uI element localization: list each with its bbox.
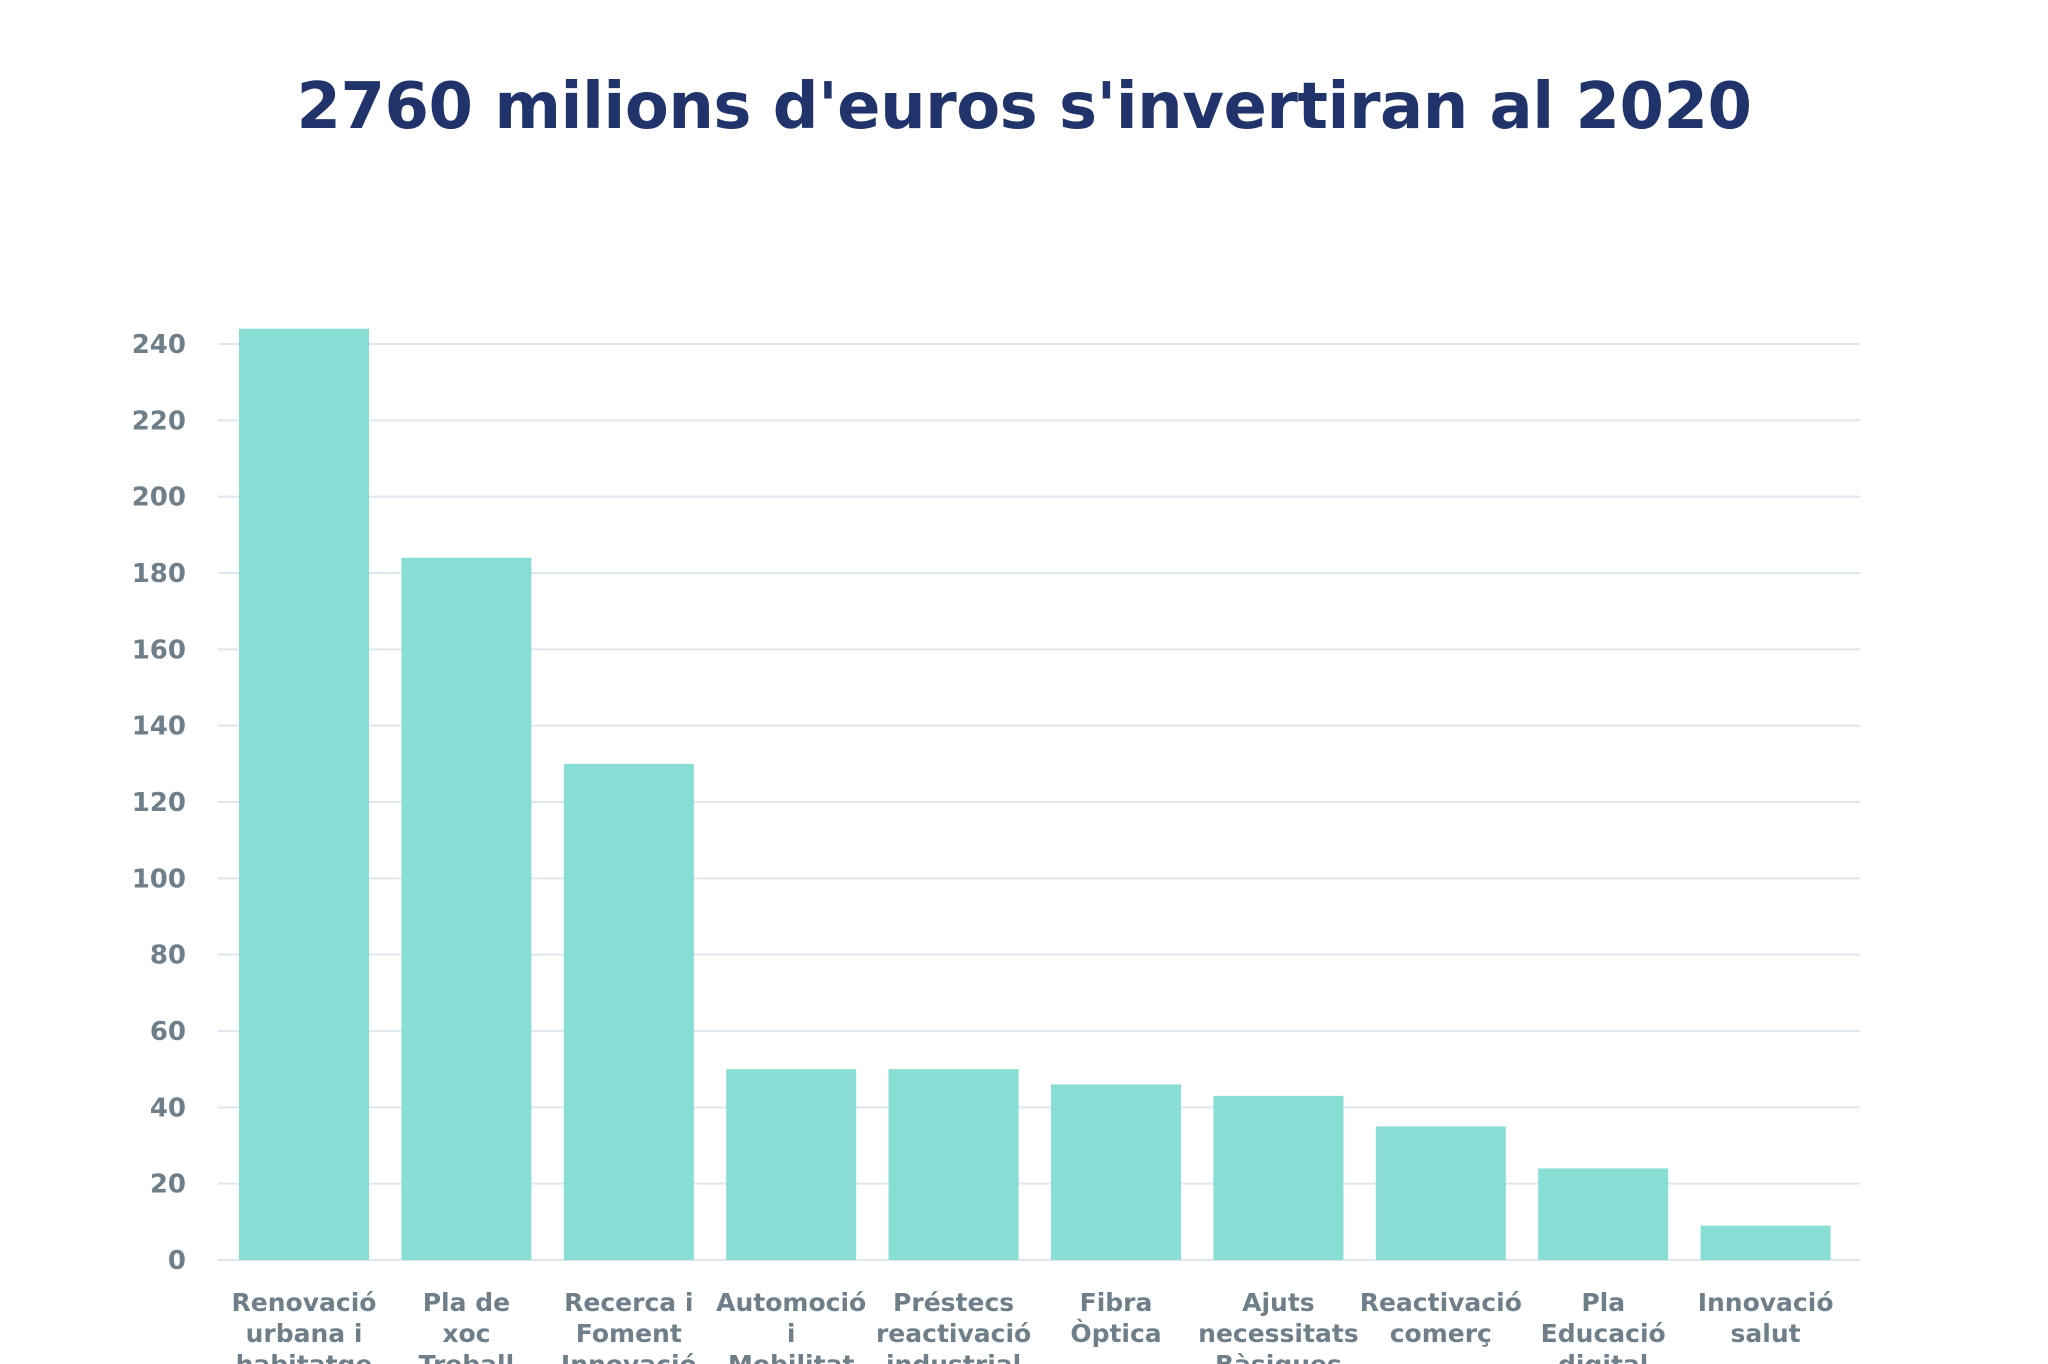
x-tick-label-line: xoc <box>442 1319 490 1348</box>
x-tick-label-line: Pla <box>1581 1288 1625 1317</box>
y-tick-label: 220 <box>132 406 186 436</box>
x-tick-label-line: Mobilitat <box>728 1350 854 1364</box>
y-axis-ticks: 0 20 40 60 80 100 120 140 160 180 200 220 240 <box>132 330 186 1276</box>
y-tick-label: 100 <box>132 864 186 894</box>
x-tick-label-line: Òptica <box>1070 1318 1161 1348</box>
x-tick-label-line: Ajuts <box>1242 1288 1315 1317</box>
x-tick-label-line: Foment <box>576 1319 682 1348</box>
y-tick-label: 200 <box>132 483 186 513</box>
y-tick-label: 40 <box>150 1093 186 1123</box>
bar-8 <box>1375 1126 1506 1260</box>
x-tick-label-line: Innovació <box>561 1350 697 1364</box>
x-tick-label-line: comerç <box>1390 1319 1492 1348</box>
bar-3 <box>563 763 694 1260</box>
x-tick-label-line: Fibra <box>1080 1288 1153 1317</box>
y-tick-label: 240 <box>132 330 186 360</box>
x-tick-label-line: Reactivació <box>1360 1288 1522 1317</box>
bar-2 <box>401 557 532 1260</box>
x-tick-label-line: reactivació <box>876 1319 1031 1348</box>
y-tick-label: 80 <box>150 941 186 971</box>
x-tick-label-line: Bàsiques <box>1215 1350 1342 1364</box>
x-tick-label: Innovació salut <box>1698 1288 1834 1348</box>
x-tick-label-line: Recerca i <box>564 1288 693 1317</box>
x-tick-label-line: i <box>787 1319 796 1348</box>
x-tick-label-line: Treball <box>419 1350 515 1364</box>
y-tick-label: 60 <box>150 1017 186 1047</box>
bar-5 <box>888 1069 1019 1260</box>
y-tick-label: 180 <box>132 559 186 589</box>
x-tick-label-line: necessitats <box>1198 1319 1359 1348</box>
bar-6 <box>1051 1084 1181 1260</box>
y-tick-label: 160 <box>132 635 186 665</box>
bar-4 <box>726 1069 857 1260</box>
x-tick-label-line: urbana i <box>246 1319 363 1348</box>
x-tick-label-line: industrial <box>886 1350 1021 1364</box>
x-tick-label-line: Renovació <box>232 1288 377 1317</box>
bar-1 <box>239 328 369 1260</box>
y-tick-label: 120 <box>132 788 186 818</box>
x-tick-label: Fibra Òptica <box>1070 1288 1161 1348</box>
x-tick-label-line: Innovació <box>1698 1288 1834 1317</box>
bar-7 <box>1213 1095 1344 1260</box>
y-tick-label: 20 <box>150 1170 186 1200</box>
x-tick-label-line: digital <box>1558 1350 1648 1364</box>
x-tick-label-line: Pla de <box>423 1288 510 1317</box>
y-tick-label: 140 <box>132 712 186 742</box>
x-tick-label-line: habitatge <box>236 1350 373 1364</box>
x-tick-label-line: Préstecs <box>893 1288 1014 1317</box>
x-tick-label: Reactivació comerç <box>1360 1288 1522 1348</box>
x-tick-label-line: salut <box>1731 1319 1801 1348</box>
bars <box>239 328 1831 1260</box>
bar-10 <box>1700 1225 1831 1260</box>
x-tick-label-line: Educació <box>1541 1319 1666 1348</box>
chart-title: 2760 milions d'euros s'invertiran al 202… <box>296 70 1752 144</box>
y-tick-label: 0 <box>168 1246 186 1276</box>
bar-9 <box>1538 1168 1669 1260</box>
x-tick-label-line: Automoció <box>716 1288 866 1317</box>
